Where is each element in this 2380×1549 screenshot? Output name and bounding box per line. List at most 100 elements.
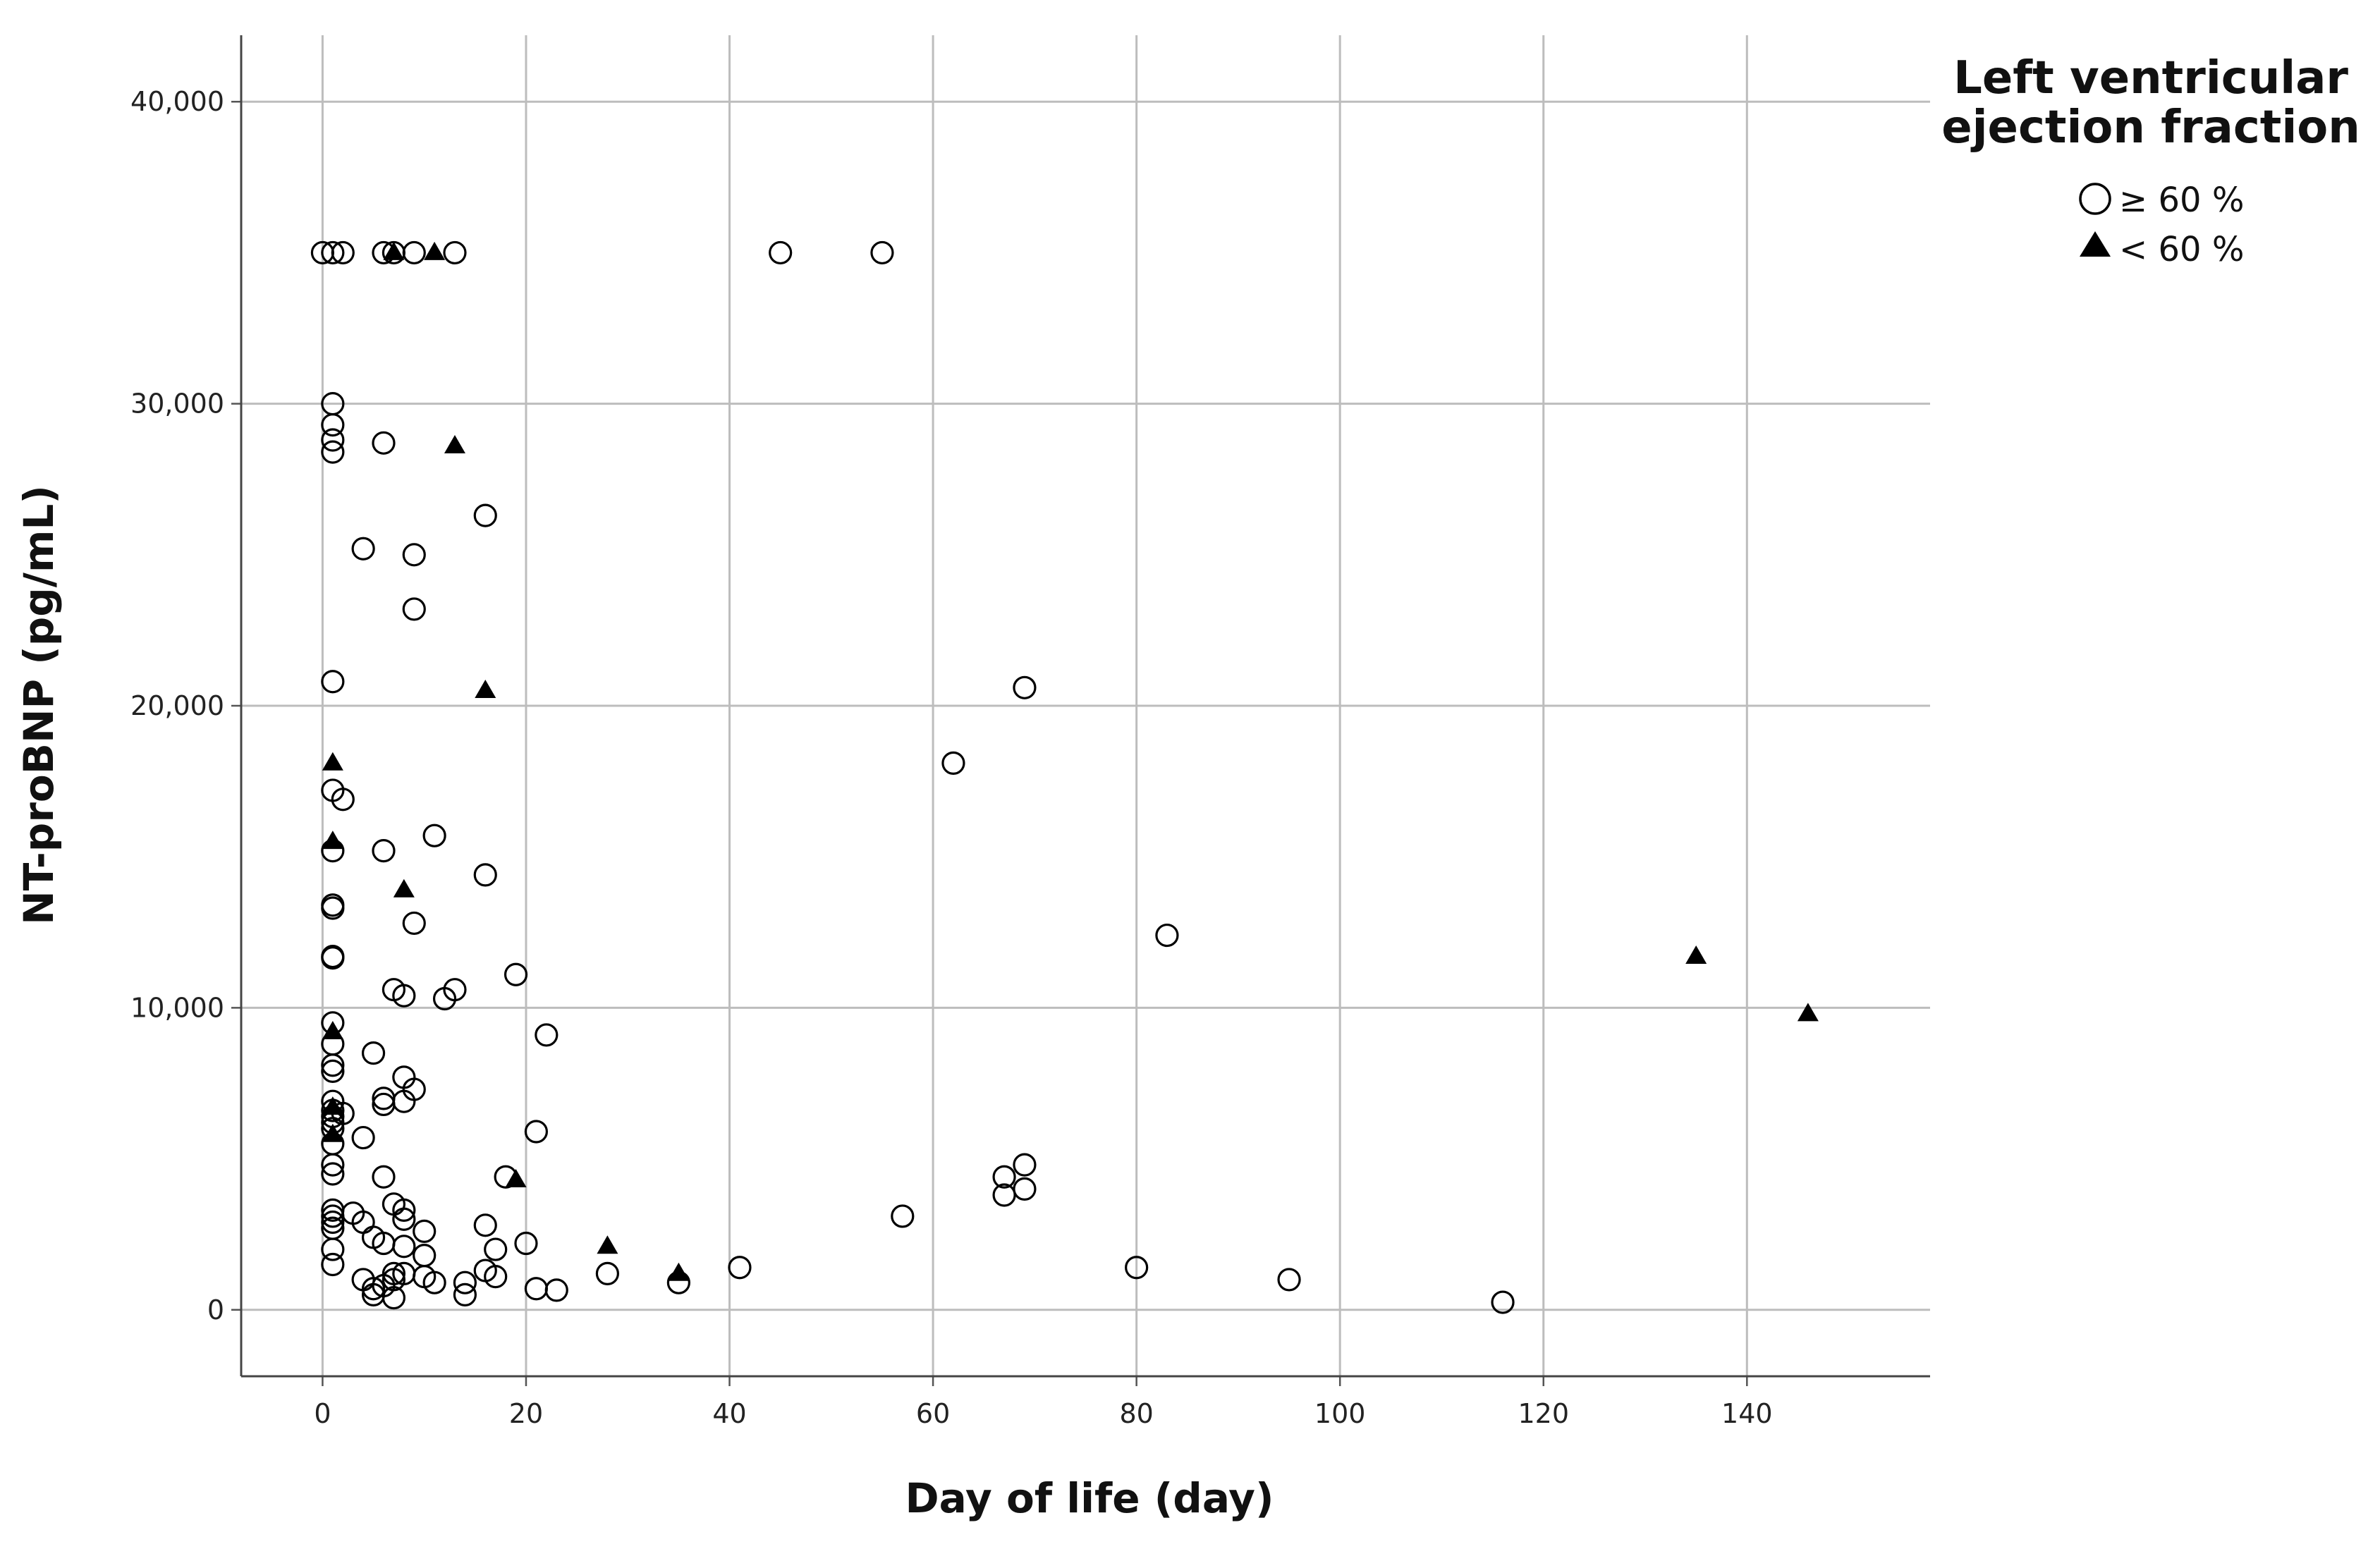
data-point-circle — [361, 1277, 386, 1301]
data-point-circle — [535, 1023, 559, 1047]
data-point-triangle — [424, 241, 446, 260]
data-point-circle — [422, 1271, 446, 1294]
data-point-circle — [891, 1204, 915, 1228]
data-point-circle — [392, 1198, 416, 1222]
data-point-circle — [514, 1231, 538, 1256]
data-point-circle — [392, 984, 416, 1008]
data-point-triangle — [383, 241, 405, 260]
data-point-circle — [321, 1053, 345, 1077]
data-point-circle — [413, 1219, 437, 1243]
legend-label-lt60: < 60 % — [2119, 230, 2244, 269]
data-point-circle — [321, 440, 345, 464]
data-point-circle — [331, 788, 355, 812]
data-point-circle — [473, 1213, 497, 1237]
y-tick-label: 20,000 — [130, 690, 224, 721]
data-point-triangle — [1685, 945, 1707, 964]
y-tick-label: 10,000 — [130, 992, 224, 1023]
data-point-circle — [321, 413, 345, 437]
data-point-circle — [413, 1244, 437, 1268]
x-tick-label: 100 — [1314, 1398, 1366, 1429]
y-tick-label: 0 — [207, 1294, 224, 1325]
legend-title-line-2: ejection fraction — [1941, 102, 2360, 154]
data-point-triangle — [322, 1021, 343, 1040]
data-point-circle — [504, 962, 528, 986]
data-point-circle — [392, 1235, 416, 1259]
axes — [231, 35, 1930, 1386]
data-point-circle — [372, 1092, 396, 1117]
data-point-circle — [392, 1207, 416, 1231]
data-point-triangle — [1797, 1003, 1819, 1022]
data-point-triangle — [597, 1235, 618, 1254]
data-point-circle — [321, 1204, 345, 1228]
data-point-circle — [1013, 1153, 1037, 1177]
data-point-triangle — [393, 878, 415, 898]
data-points — [310, 240, 1819, 1314]
data-point-circle — [402, 911, 426, 936]
data-point-circle — [321, 1252, 345, 1277]
data-point-circle — [524, 1277, 549, 1301]
data-point-circle — [728, 1256, 752, 1280]
data-point-circle — [321, 428, 345, 452]
x-tick-label: 0 — [314, 1398, 331, 1429]
data-point-circle — [473, 863, 497, 887]
data-point-circle — [321, 1237, 345, 1261]
x-axis-title: Day of life (day) — [905, 1474, 1274, 1522]
x-tick-label: 20 — [509, 1398, 543, 1429]
y-tick-label: 30,000 — [130, 388, 224, 420]
x-tick-label: 120 — [1518, 1398, 1569, 1429]
data-point-circle — [382, 1286, 406, 1310]
x-tick-label: 80 — [1119, 1398, 1153, 1429]
x-tick-label: 40 — [712, 1398, 746, 1429]
data-point-circle — [321, 1153, 345, 1177]
legend-title-line-1: Left ventricular — [1953, 52, 2348, 104]
data-point-circle — [453, 1271, 477, 1294]
data-point-circle — [372, 839, 396, 863]
y-tick-label: 40,000 — [130, 86, 224, 117]
data-point-circle — [321, 670, 345, 694]
data-point-circle — [1491, 1290, 1515, 1314]
data-point-circle — [870, 240, 894, 265]
data-point-triangle — [475, 679, 496, 698]
legend-triangle-icon — [2080, 231, 2111, 257]
data-point-circle — [351, 1125, 375, 1150]
data-point-triangle — [668, 1262, 690, 1281]
data-point-triangle — [505, 1168, 527, 1187]
data-point-triangle — [322, 1096, 343, 1115]
x-tick-label: 140 — [1721, 1398, 1773, 1429]
data-point-circle — [321, 240, 345, 265]
data-point-circle — [1125, 1256, 1149, 1280]
legend: Left ventricular ejection fraction ≥ 60 … — [1941, 52, 2360, 269]
data-point-circle — [372, 1165, 396, 1189]
data-point-circle — [769, 240, 793, 265]
data-point-circle — [321, 1210, 345, 1235]
data-point-circle — [544, 1278, 568, 1302]
data-point-circle — [361, 1041, 386, 1065]
data-point-circle — [524, 1120, 549, 1144]
data-point-triangle — [322, 1123, 343, 1142]
data-point-circle — [941, 751, 965, 775]
data-point-circle — [484, 1237, 508, 1261]
data-point-circle — [453, 1282, 477, 1306]
data-point-circle — [1277, 1268, 1301, 1292]
data-point-circle — [321, 1162, 345, 1186]
data-point-circle — [443, 240, 467, 265]
tick-labels: 0 20 40 60 80 100 120 140 0 10,000 20,000 30,000 40,… — [130, 86, 1773, 1429]
data-point-circle — [1013, 1177, 1037, 1201]
data-point-circle — [422, 824, 446, 847]
data-point-triangle — [322, 831, 343, 850]
data-point-circle — [402, 597, 426, 621]
data-point-circle — [372, 431, 396, 455]
grid-lines — [241, 35, 1930, 1376]
data-point-circle — [992, 1165, 1016, 1189]
data-point-circle — [402, 543, 426, 567]
data-point-circle — [595, 1261, 619, 1285]
x-tick-label: 60 — [916, 1398, 950, 1429]
legend-circle-icon — [2079, 183, 2111, 215]
data-point-circle — [321, 896, 345, 920]
data-point-circle — [484, 1265, 508, 1289]
data-point-circle — [992, 1183, 1016, 1207]
data-point-circle — [432, 986, 457, 1011]
data-point-circle — [1013, 675, 1037, 699]
